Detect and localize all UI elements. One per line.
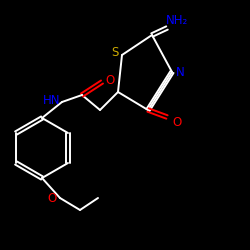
Text: S: S (111, 46, 119, 60)
Text: O: O (172, 116, 182, 128)
Text: NH₂: NH₂ (166, 14, 188, 26)
Text: N: N (176, 66, 184, 78)
Text: O: O (48, 192, 56, 204)
Text: HN: HN (43, 94, 61, 106)
Text: O: O (106, 74, 114, 86)
